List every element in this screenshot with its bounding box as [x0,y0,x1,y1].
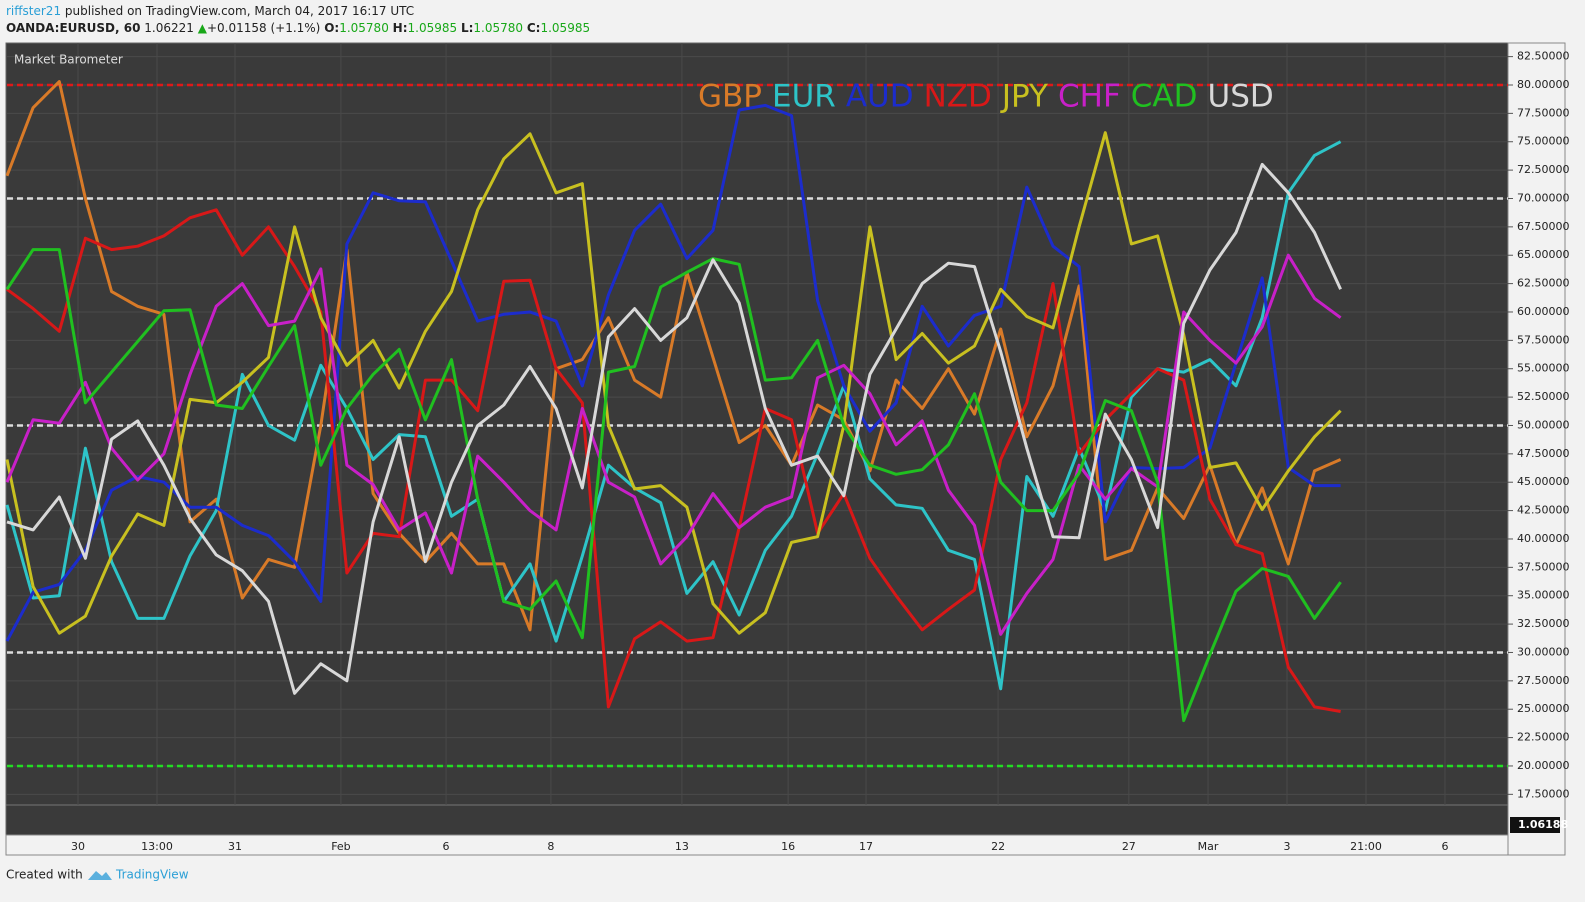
x-tick-label: 6 [1441,840,1448,853]
ohlc-key: O: [324,21,340,35]
legend-entry: USD [1208,79,1274,115]
symbol-line: OANDA:EURUSD, 60 1.06221 ▲+0.01158 (+1.1… [6,21,590,35]
x-tick-label: 21:00 [1350,840,1382,853]
x-tick-label: 31 [228,840,242,853]
y-tick-label: 17.50000 [1517,787,1570,800]
y-tick-label: 80.00000 [1517,78,1570,91]
y-tick-label: 57.50000 [1517,333,1570,346]
legend-entry: AUD [846,79,914,115]
series-line [5,248,1342,723]
footer-created: Created with [6,868,83,882]
ohlc-key: C: [526,21,541,35]
published: published on TradingView.com, March 04, … [64,4,415,18]
logo [88,871,112,880]
y-tick-label: 45.00000 [1517,475,1570,488]
y-tick-label: 35.00000 [1517,589,1570,602]
y-tick-label: 62.50000 [1517,277,1570,290]
series-line [5,253,1342,636]
y-tick-label: 72.50000 [1517,163,1570,176]
ohlc-value: 1.05780 [339,21,389,35]
x-tick-label: 8 [547,840,554,853]
time-axis [5,834,1509,856]
chart-title: Market Barometer [14,53,123,67]
y-tick-label: 30.00000 [1517,645,1570,658]
price-label: 1.06188 [1518,818,1568,831]
y-tick-label: 82.50000 [1517,50,1570,63]
x-tick-label: 17 [859,840,873,853]
ohlc-value: 1.05780 [473,21,524,35]
x-tick-label: 30 [71,840,85,853]
x-tick-label: 16 [781,840,795,853]
ohlc-key: L: [460,21,474,35]
up-arrow: ▲ [197,21,207,35]
y-tick-label: 20.00000 [1517,759,1570,772]
x-tick-label: 3 [1284,840,1291,853]
legend-entry: GBP [698,79,762,115]
legend-entry: CHF [1058,79,1121,115]
legend-entry: EUR [772,79,836,115]
y-tick-label: 37.50000 [1517,560,1570,573]
y-tick-label: 22.50000 [1517,731,1570,744]
x-tick-label: Mar [1198,840,1219,853]
symbol: OANDA:EURUSD, 60 [6,21,141,35]
x-tick-label: 6 [443,840,450,853]
user-link[interactable]: riffster21 [6,4,62,18]
legend-entry: NZD [924,79,992,115]
series-line [5,131,1342,635]
series-line [6,162,1342,695]
y-tick-label: 47.50000 [1517,447,1570,460]
series-line [5,140,1342,691]
ohlc: O:1.05780 H:1.05985 L:1.05780 C:1.05985 [324,21,590,35]
y-tick-label: 75.00000 [1517,135,1570,148]
ohlc-value: 1.05985 [407,21,458,35]
y-tick-label: 27.50000 [1517,674,1570,687]
y-tick-label: 65.00000 [1517,248,1570,261]
change: +0.01158 (+1.1%) [206,21,321,35]
y-tick-label: 52.50000 [1517,390,1570,403]
y-tick-label: 25.00000 [1517,702,1570,715]
y-tick-label: 55.00000 [1517,362,1570,375]
y-tick-label: 77.50000 [1517,106,1570,119]
legend-entry: JPY [1000,79,1048,115]
last: 1.06221 [144,21,194,35]
publish-line: riffster21 published on TradingView.com,… [6,4,414,18]
y-tick-label: 40.00000 [1517,532,1570,545]
footer-brand[interactable]: TradingView [115,868,189,882]
ohlc-key: H: [392,21,408,35]
series-line [5,103,1341,642]
y-tick-label: 60.00000 [1517,305,1570,318]
x-tick-label: 13 [675,840,689,853]
x-tick-label: 13:00 [141,840,173,853]
x-tick-label: 22 [991,840,1005,853]
y-tick-label: 32.50000 [1517,617,1570,630]
y-tick-label: 67.50000 [1517,220,1570,233]
y-tick-label: 42.50000 [1517,504,1570,517]
y-tick-label: 50.00000 [1517,418,1570,431]
y-tick-label: 70.00000 [1517,191,1570,204]
x-tick-label: 27 [1122,840,1136,853]
series-line [5,80,1342,632]
x-tick-label: Feb [331,840,350,853]
ohlc-value: 1.05985 [540,21,591,35]
right-axis [1507,42,1566,856]
legend-entry: CAD [1131,79,1198,115]
price-box [1510,817,1560,833]
